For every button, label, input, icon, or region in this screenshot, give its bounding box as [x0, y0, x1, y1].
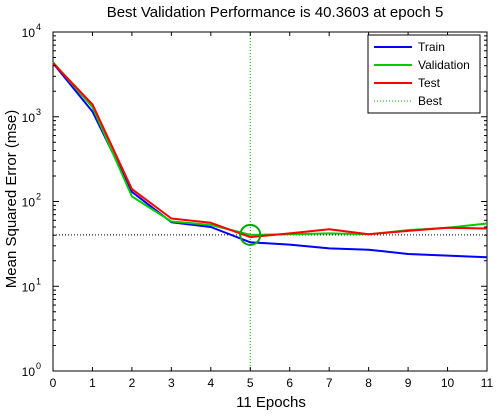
x-tick-label: 6 [286, 376, 293, 390]
y-tick-exponent: 0 [36, 361, 41, 371]
x-tick-label: 5 [247, 376, 254, 390]
legend-label-validation: Validation [418, 58, 470, 72]
x-tick-label: 3 [168, 376, 175, 390]
x-axis: 0 1 2 3 4 5 6 7 8 9 10 11 [50, 32, 494, 390]
legend-label-test: Test [418, 76, 441, 90]
chart-title: Best Validation Performance is 40.3603 a… [107, 4, 444, 21]
y-tick-exponent: 4 [36, 22, 41, 32]
series-lines [52, 61, 488, 259]
best-point-circle [239, 223, 262, 246]
x-tick-label: 2 [129, 376, 136, 390]
legend: Train Validation Test Best [367, 34, 481, 114]
y-tick-label: 10 [22, 280, 36, 294]
y-tick-label: 10 [22, 196, 36, 210]
y-axis-label: Mean Squared Error (mse) [3, 110, 20, 288]
y-tick-exponent: 2 [36, 192, 41, 202]
x-tick-label: 7 [326, 376, 333, 390]
best-point-group [239, 223, 262, 246]
y-tick-exponent: 3 [36, 107, 41, 117]
x-tick-label: 8 [365, 376, 372, 390]
x-tick-label: 4 [207, 376, 214, 390]
legend-label-best: Best [418, 94, 443, 108]
series-line-train [52, 62, 488, 259]
x-tick-label: 0 [50, 376, 57, 390]
y-tick-label: 10 [22, 26, 36, 40]
y-tick-label: 10 [22, 365, 36, 379]
x-tick-label: 9 [405, 376, 412, 390]
x-tick-label: 10 [441, 376, 455, 390]
y-tick-exponent: 1 [36, 276, 41, 286]
x-tick-label: 11 [481, 376, 494, 390]
x-tick-label: 1 [89, 376, 96, 390]
x-axis-label: 11 Epochs [236, 394, 306, 411]
series-line-test [52, 62, 488, 239]
y-tick-label: 10 [22, 111, 36, 125]
legend-label-train: Train [418, 40, 445, 54]
